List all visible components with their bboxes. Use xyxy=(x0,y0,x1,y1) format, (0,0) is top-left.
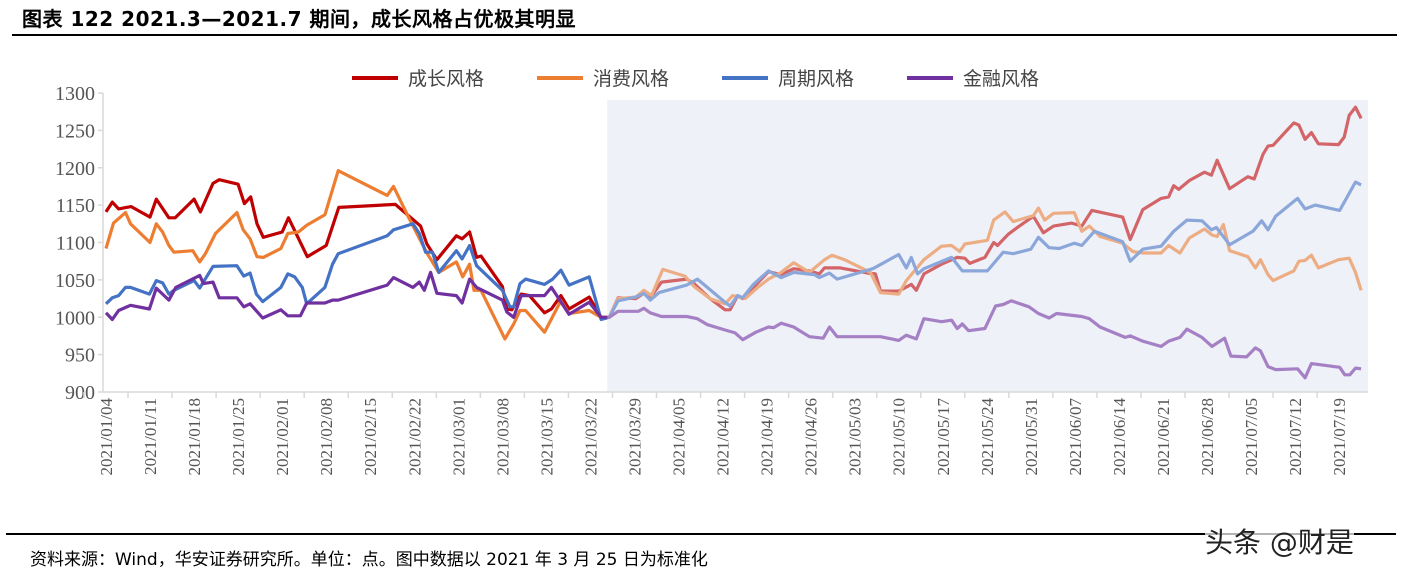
x-tick-label: 2021/01/18 xyxy=(185,398,204,475)
highlight-background xyxy=(607,100,1368,392)
x-tick-label: 2021/03/15 xyxy=(537,398,556,475)
x-tick-label: 2021/07/12 xyxy=(1286,398,1305,475)
x-tick-label: 2021/05/17 xyxy=(934,398,953,476)
axes: 900 950 1000 1050 1100 1150 1200 1250 1300 2021/0… xyxy=(55,83,1368,475)
x-tick-label: 2021/05/10 xyxy=(890,398,909,475)
x-tick-label: 2021/06/07 xyxy=(1066,398,1085,476)
x-tick-label: 2021/01/25 xyxy=(229,398,248,475)
y-tick-label: 900 xyxy=(65,382,95,404)
footer-divider xyxy=(6,533,1396,535)
x-tick-label: 2021/02/15 xyxy=(361,398,380,475)
y-tick-label: 1300 xyxy=(55,83,95,105)
x-tick-label: 2021/05/03 xyxy=(846,398,865,475)
x-tick-label: 2021/03/29 xyxy=(625,398,644,475)
y-tick-label: 1050 xyxy=(55,270,95,292)
legend-label-4: 金融风格 xyxy=(963,68,1039,90)
x-tick-label: 2021/06/28 xyxy=(1198,398,1217,475)
legend-label-3: 周期风格 xyxy=(778,68,854,90)
x-tick-label: 2021/01/04 xyxy=(97,398,116,476)
legend: 成长风格 消费风格 周期风格 金融风格 xyxy=(352,68,1039,90)
x-tick-label: 2021/05/24 xyxy=(978,398,997,476)
x-tick-label: 2021/04/05 xyxy=(670,398,689,475)
series-line-3 xyxy=(104,180,1362,322)
watermark: 头条 @财是 xyxy=(1205,521,1354,561)
x-tick-label: 2021/06/14 xyxy=(1110,398,1129,476)
x-tick-label: 2021/04/12 xyxy=(714,398,733,475)
legend-label-2: 消费风格 xyxy=(593,68,669,90)
chart-title: 图表 122 2021.3—2021.7 期间，成长风格占优极其明显 xyxy=(22,7,576,31)
y-tick-label: 1100 xyxy=(56,233,95,255)
y-tick-label: 1150 xyxy=(56,195,95,217)
x-tick-label: 2021/07/05 xyxy=(1242,398,1261,475)
series-line-2 xyxy=(104,169,1363,341)
x-tick-label: 2021/03/08 xyxy=(493,398,512,475)
x-tick-label: 2021/01/11 xyxy=(141,398,160,475)
y-tick-label: 1250 xyxy=(55,120,95,142)
legend-label-1: 成长风格 xyxy=(408,68,484,90)
title-divider xyxy=(12,34,1397,36)
source-note: 资料来源：Wind，华安证券研究所。单位：点。图中数据以 2021 年 3 月 … xyxy=(30,550,708,570)
x-tick-label: 2021/02/01 xyxy=(273,398,292,475)
x-tick-label: 2021/07/19 xyxy=(1330,398,1349,475)
x-tick-label: 2021/06/21 xyxy=(1154,398,1173,475)
series-lines xyxy=(104,105,1363,380)
highlight-region xyxy=(607,100,1368,392)
x-tick-label: 2021/02/22 xyxy=(405,398,424,475)
x-tick-label: 2021/03/01 xyxy=(449,398,468,475)
y-tick-label: 1000 xyxy=(55,307,95,329)
y-tick-label: 950 xyxy=(65,345,95,367)
x-tick-label: 2021/04/19 xyxy=(758,398,777,475)
y-tick-label: 1200 xyxy=(55,158,95,180)
x-tick-label: 2021/02/08 xyxy=(317,398,336,475)
x-tick-label: 2021/05/31 xyxy=(1022,398,1041,475)
series-line-4 xyxy=(104,270,1362,380)
x-tick-label: 2021/04/26 xyxy=(802,398,821,475)
x-tick-label: 2021/03/22 xyxy=(581,398,600,475)
